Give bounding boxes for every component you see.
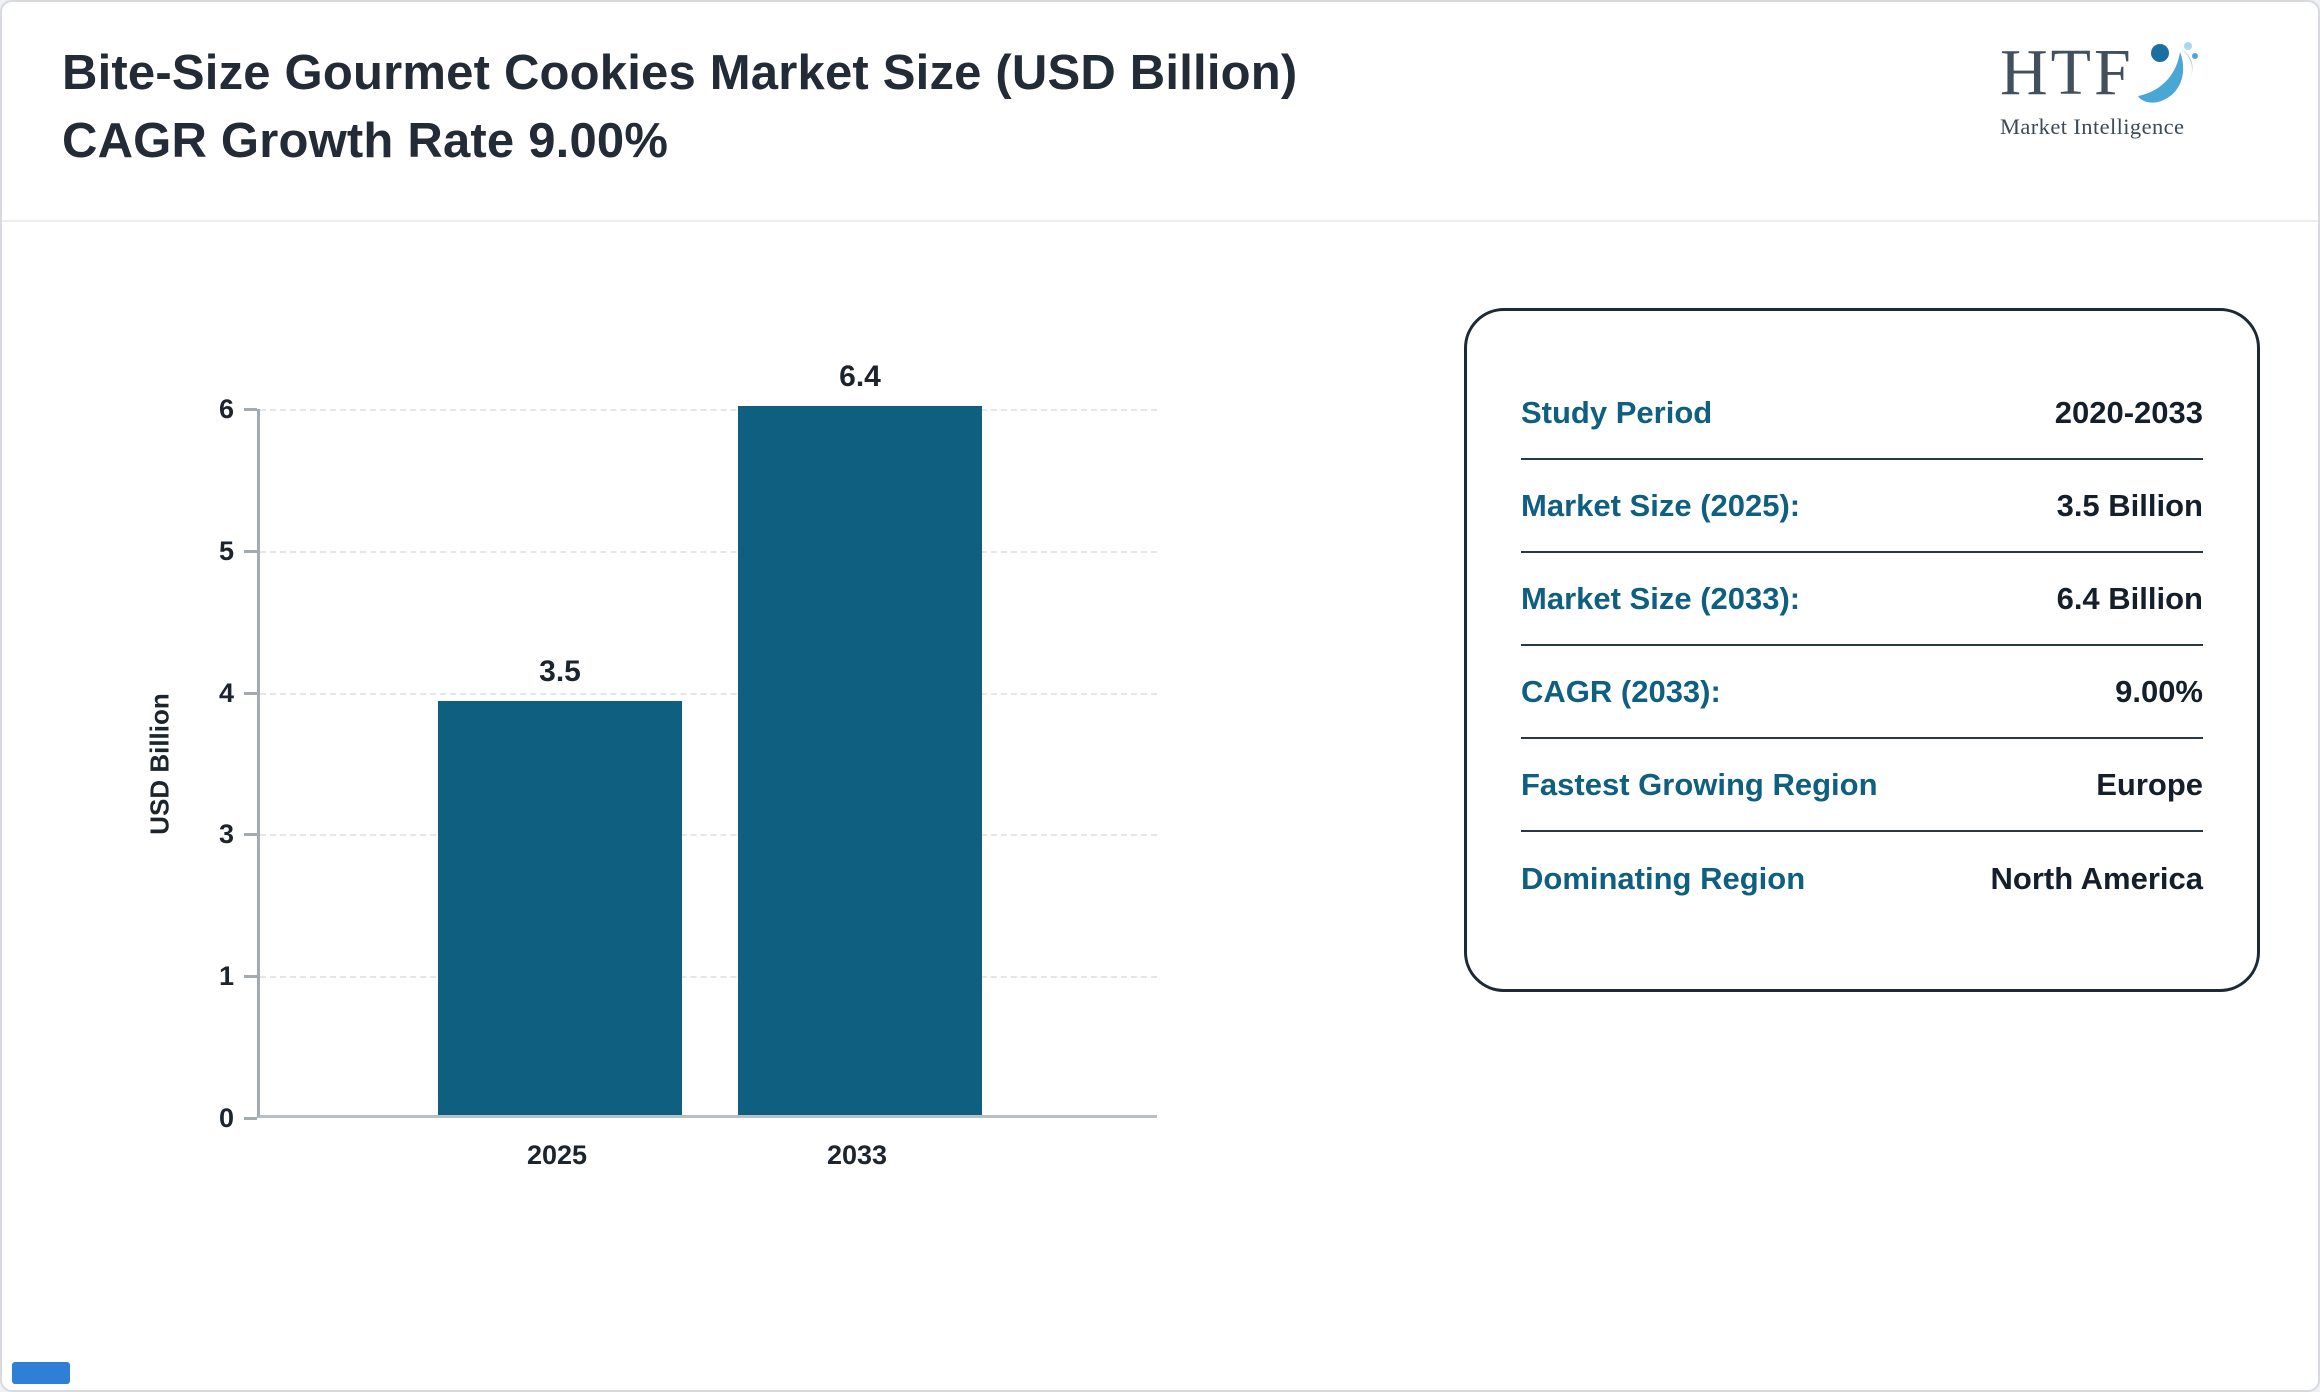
info-row: Fastest Growing Region Europe [1521,739,2203,832]
info-row-value: 2020-2033 [2054,394,2203,430]
x-axis-tick-label: 2025 [526,1140,588,1170]
y-tick-mark [244,549,257,553]
footer-accent-bar [12,1362,70,1384]
y-tick-mark [244,691,257,695]
bar-chart: USD Billion 3.5 6.4 0 1 3 4 5 6 2025 2033 [2,224,1282,1284]
info-row-value: North America [1990,860,2203,896]
info-row-value: Europe [2096,766,2203,802]
y-tick-mark [244,408,257,411]
y-axis-tick-label: 6 [218,394,234,424]
info-row: CAGR (2033): 9.00% [1521,646,2203,739]
y-tick-mark [244,833,257,837]
info-row-label: Dominating Region [1521,860,1806,896]
y-axis-tick-label: 1 [218,961,234,992]
market-info-card: Study Period 2020-2033 Market Size (2025):… [1464,308,2260,992]
gridline [260,550,1157,553]
info-row: Market Size (2025): 3.5 Billion [1521,460,2203,553]
logo-row: HTF [2000,36,2250,112]
page-title: Bite-Size Gourmet Cookies Market Size (U… [62,46,1298,168]
y-tick-mark [244,1117,257,1120]
y-axis-tick-label: 3 [218,819,234,850]
gridline [260,834,1157,837]
info-row-value: 3.5 Billion [2056,487,2203,523]
gridline [260,692,1157,695]
gridline [260,409,1157,411]
info-card-rows: Study Period 2020-2033 Market Size (2025):… [1521,367,2203,925]
info-row-value: 9.00% [2115,673,2203,709]
y-axis-title: USD Billion [144,693,175,835]
y-axis-tick-label: 4 [218,677,234,708]
info-row: Study Period 2020-2033 [1521,367,2203,460]
info-row-label: CAGR (2033): [1521,673,1721,709]
logo-brand-text: HTF [2000,36,2134,109]
logo-mark-icon [2137,42,2198,103]
y-axis-tick-label: 5 [218,535,234,566]
x-axis-tick-label: 2033 [826,1140,888,1170]
bar-value-label: 3.5 [539,655,581,689]
plot-area: 3.5 6.4 [257,360,1157,1118]
header: Bite-Size Gourmet Cookies Market Size (U… [2,2,2318,222]
brand-logo: HTF Market Intelligence [2000,36,2250,140]
y-axis-tick-label: 0 [218,1103,234,1133]
bar-2025 [438,701,682,1115]
info-row: Market Size (2033): 6.4 Billion [1521,553,2203,646]
bar-2033 [738,406,982,1115]
y-tick-mark [244,975,257,979]
logo-tagline: Market Intelligence [2000,114,2185,139]
info-row-label: Study Period [1521,394,1713,430]
bar-value-label: 6.4 [839,360,881,393]
info-row-label: Market Size (2033): [1521,580,1801,616]
info-row-label: Market Size (2025): [1521,487,1801,523]
info-row-label: Fastest Growing Region [1521,766,1878,802]
gridline [260,976,1157,979]
info-row-value: 6.4 Billion [2056,580,2203,616]
info-row: Dominating Region North America [1521,832,2203,925]
